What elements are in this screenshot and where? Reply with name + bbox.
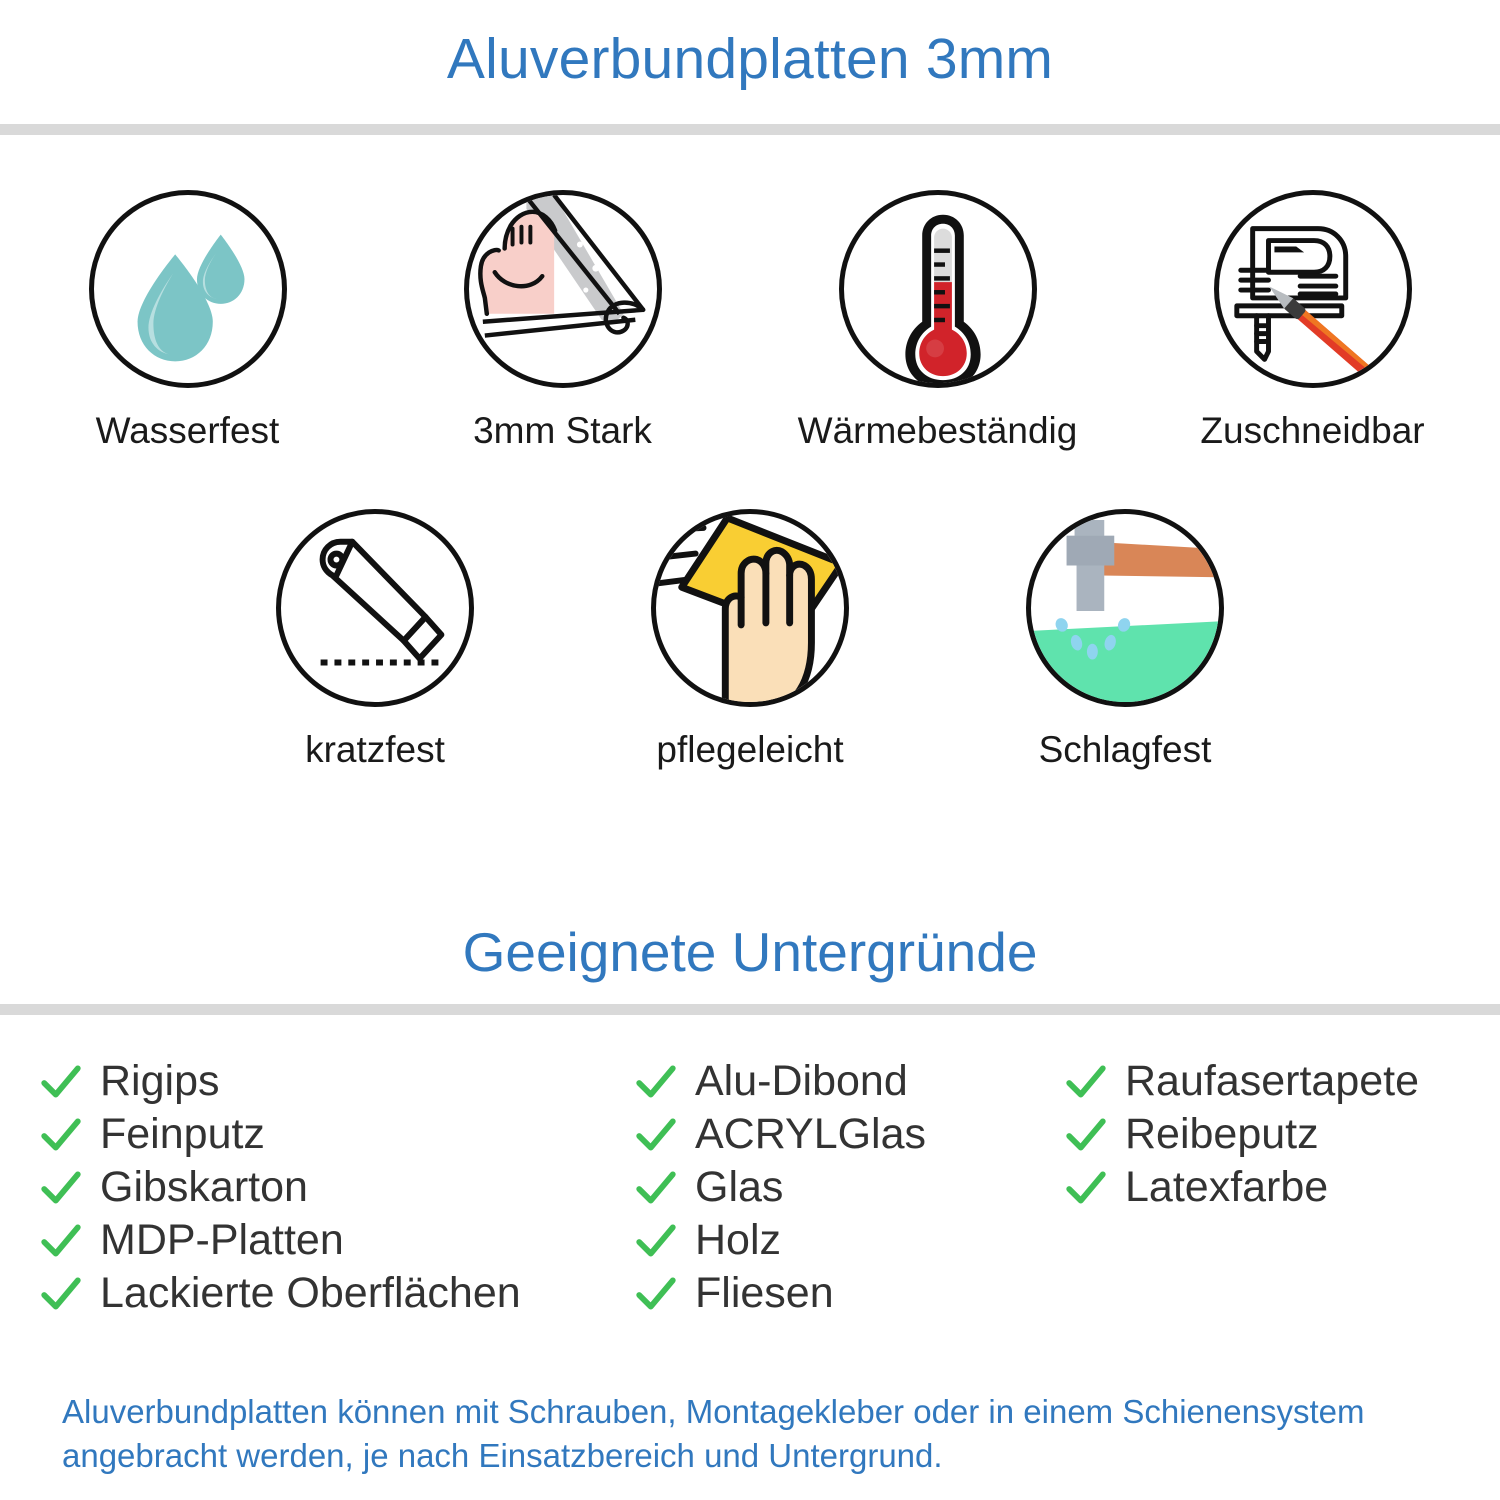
feature-wasserfest: Wasserfest xyxy=(0,190,375,452)
substrate-column-2: Alu-Dibond ACRYLGlas Glas Holz Fliesen xyxy=(635,1055,1065,1320)
check-icon xyxy=(1066,1117,1106,1150)
hammer-impact-icon xyxy=(1031,519,1219,702)
list-item-label: Alu-Dibond xyxy=(695,1057,908,1105)
feature-waermebestaendig: Wärmebeständig xyxy=(750,190,1125,452)
cutter-knife-icon xyxy=(319,538,445,666)
check-icon xyxy=(41,1064,81,1097)
check-icon xyxy=(41,1170,81,1203)
check-icon xyxy=(636,1276,676,1309)
water-drops-icon xyxy=(137,234,244,362)
feature-3mm-stark: 3mm Stark xyxy=(375,190,750,452)
feature-zuschneidbar: Zuschneidbar xyxy=(1125,190,1500,452)
footer-note: Aluverbundplatten können mit Schrauben, … xyxy=(62,1393,1365,1474)
list-item-label: Gibskarton xyxy=(100,1163,308,1211)
substrate-checklist: Rigips Feinputz Gibskarton MDP-Platten L… xyxy=(0,1055,1500,1320)
feature-row-1: Wasserfest xyxy=(0,190,1500,452)
feature-icon-circle xyxy=(463,190,662,388)
feature-icon-circle xyxy=(838,190,1037,388)
feature-row-2: kratzfest xyxy=(0,509,1500,771)
list-item-label: Rigips xyxy=(100,1057,220,1105)
flexed-arm-icon xyxy=(477,195,645,338)
check-icon xyxy=(636,1170,676,1203)
jigsaw-cutter-icon xyxy=(1233,226,1375,380)
thermometer-icon xyxy=(904,214,981,383)
feature-label: kratzfest xyxy=(305,729,445,770)
check-icon xyxy=(636,1064,676,1097)
feature-label: Wärmebeständig xyxy=(797,410,1078,451)
check-icon xyxy=(636,1117,676,1150)
feature-pflegeleicht: pflegeleicht xyxy=(563,509,938,771)
divider-top xyxy=(0,124,1500,135)
divider-middle xyxy=(0,1004,1500,1015)
substrate-column-1: Rigips Feinputz Gibskarton MDP-Platten L… xyxy=(40,1055,635,1320)
list-item: Reibeputz xyxy=(1065,1108,1470,1161)
check-icon xyxy=(1066,1170,1106,1203)
list-item: Rigips xyxy=(40,1055,635,1108)
feature-kratzfest: kratzfest xyxy=(188,509,563,771)
check-icon xyxy=(41,1276,81,1309)
feature-label: Schlagfest xyxy=(1038,729,1212,770)
feature-schlagfest: Schlagfest xyxy=(938,509,1313,771)
feature-label: Wasserfest xyxy=(95,410,280,451)
list-item-label: Raufasertapete xyxy=(1125,1057,1420,1105)
feature-icon-circle xyxy=(276,509,474,707)
list-item-label: Latexfarbe xyxy=(1125,1163,1329,1211)
list-item: Holz xyxy=(635,1214,1065,1267)
list-item: ACRYLGlas xyxy=(635,1108,1065,1161)
feature-icon-circle xyxy=(1213,190,1412,388)
feature-label: 3mm Stark xyxy=(473,410,652,451)
feature-grid: Wasserfest xyxy=(0,190,1500,771)
list-item: Fliesen xyxy=(635,1267,1065,1320)
check-icon xyxy=(41,1117,81,1150)
substrates-heading: Geeignete Untergründe xyxy=(462,921,1038,983)
list-item: Alu-Dibond xyxy=(635,1055,1065,1108)
list-item-label: MDP-Platten xyxy=(100,1216,344,1264)
list-item-label: ACRYLGlas xyxy=(695,1110,927,1158)
list-item-label: Fliesen xyxy=(695,1269,834,1317)
list-item-label: Glas xyxy=(695,1163,784,1211)
list-item: Feinputz xyxy=(40,1108,635,1161)
feature-icon-circle xyxy=(1026,509,1224,707)
list-item: Raufasertapete xyxy=(1065,1055,1470,1108)
list-item: MDP-Platten xyxy=(40,1214,635,1267)
list-item-label: Feinputz xyxy=(100,1110,265,1158)
check-icon xyxy=(41,1223,81,1256)
list-item: Gibskarton xyxy=(40,1161,635,1214)
substrate-column-3: Raufasertapete Reibeputz Latexfarbe xyxy=(1065,1055,1470,1320)
hand-cloth-icon xyxy=(656,514,844,702)
feature-icon-circle xyxy=(88,190,287,388)
list-item: Glas xyxy=(635,1161,1065,1214)
check-icon xyxy=(1066,1064,1106,1097)
list-item-label: Lackierte Oberflächen xyxy=(100,1269,521,1317)
list-item: Latexfarbe xyxy=(1065,1161,1470,1214)
list-item: Lackierte Oberflächen xyxy=(40,1267,635,1320)
list-item-label: Holz xyxy=(695,1216,782,1264)
check-icon xyxy=(636,1223,676,1256)
page-title: Aluverbundplatten 3mm xyxy=(446,27,1054,91)
list-item-label: Reibeputz xyxy=(1125,1110,1319,1158)
feature-label: pflegeleicht xyxy=(656,729,844,770)
feature-icon-circle xyxy=(651,509,849,707)
feature-label: Zuschneidbar xyxy=(1200,410,1425,451)
